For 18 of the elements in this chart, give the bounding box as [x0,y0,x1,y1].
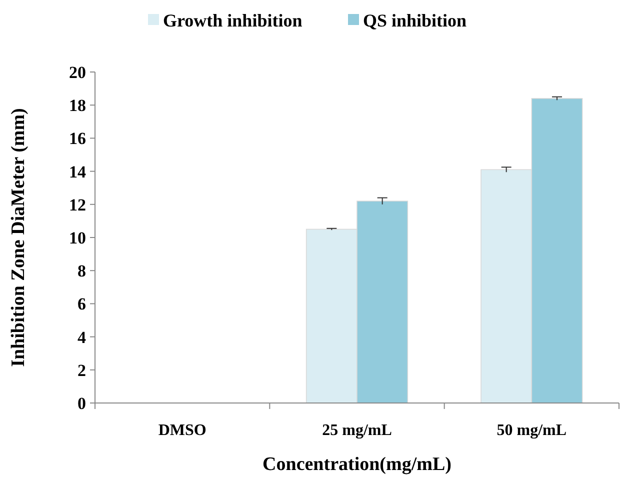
y-axis-title: Inhibition Zone DiaMeter (mm) [8,108,29,367]
y-tick-label: 6 [78,294,86,314]
legend-label: Growth inhibition [163,10,302,30]
x-tick-label: 50 mg/mL [496,422,567,439]
x-axis-title: Concentration(mg/mL) [262,454,452,475]
y-tick-label: 16 [69,129,86,148]
y-tick-label: 8 [78,262,86,281]
y-tick-label: 2 [78,360,86,380]
y-tick-label: 4 [78,328,86,347]
y-tick-label: 18 [69,96,86,116]
y-tick-label: 12 [69,195,86,214]
y-tick-label: 14 [69,162,86,182]
y-tick-label: 20 [69,62,86,82]
y-tick-label: 10 [69,228,86,248]
x-tick-label: DMSO [158,422,206,439]
legend-label: QS inhibition [363,10,467,30]
x-tick-label: 25 mg/mL [322,422,392,439]
y-tick-label: 0 [78,394,86,413]
